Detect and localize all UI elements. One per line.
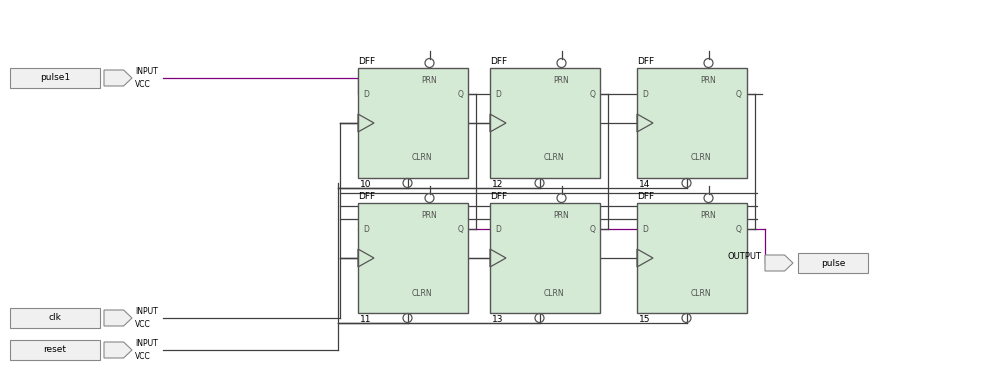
Polygon shape (765, 255, 793, 271)
Bar (10, 340, 100, 360)
Text: PRN: PRN (701, 211, 716, 220)
Text: INPUT: INPUT (135, 339, 158, 348)
Text: PRN: PRN (422, 76, 437, 85)
Text: Q: Q (589, 225, 595, 234)
Text: CLRN: CLRN (690, 153, 711, 163)
Text: VCC: VCC (135, 80, 151, 89)
Text: reset: reset (44, 346, 66, 354)
Text: D: D (495, 90, 501, 99)
Text: D: D (363, 90, 369, 99)
Text: CLRN: CLRN (411, 289, 432, 297)
Text: INPUT: INPUT (135, 67, 158, 76)
Text: 12: 12 (492, 180, 503, 189)
Bar (490, 68, 600, 178)
Text: PRN: PRN (422, 211, 437, 220)
Text: Q: Q (457, 225, 463, 234)
Text: pulse1: pulse1 (40, 74, 70, 82)
Text: CLRN: CLRN (543, 289, 564, 297)
Text: D: D (642, 225, 648, 234)
Polygon shape (104, 70, 132, 86)
Bar (490, 203, 600, 313)
Text: Q: Q (736, 90, 742, 99)
Text: PRN: PRN (554, 211, 569, 220)
Text: D: D (363, 225, 369, 234)
Text: 13: 13 (492, 315, 504, 324)
Text: 11: 11 (360, 315, 372, 324)
Text: PRN: PRN (701, 76, 716, 85)
Bar (10, 68, 100, 88)
Text: VCC: VCC (135, 352, 151, 361)
Text: CLRN: CLRN (690, 289, 711, 297)
Text: DFF: DFF (358, 57, 375, 66)
Text: PRN: PRN (554, 76, 569, 85)
Text: clk: clk (49, 314, 61, 322)
Text: OUTPUT: OUTPUT (728, 252, 762, 261)
Text: 15: 15 (639, 315, 650, 324)
Bar (10, 308, 100, 328)
Text: DFF: DFF (490, 57, 507, 66)
Text: VCC: VCC (135, 320, 151, 329)
Text: DFF: DFF (358, 192, 375, 201)
Text: CLRN: CLRN (411, 153, 432, 163)
Text: pulse: pulse (821, 258, 845, 268)
Text: 14: 14 (639, 180, 650, 189)
Polygon shape (104, 342, 132, 358)
Bar (358, 203, 468, 313)
Text: DFF: DFF (637, 57, 654, 66)
Bar (637, 203, 747, 313)
Bar (637, 68, 747, 178)
Text: Q: Q (457, 90, 463, 99)
Polygon shape (104, 310, 132, 326)
Text: INPUT: INPUT (135, 307, 158, 316)
Text: 10: 10 (360, 180, 372, 189)
Text: Q: Q (736, 225, 742, 234)
Text: Q: Q (589, 90, 595, 99)
Bar (798, 253, 868, 273)
Text: DFF: DFF (637, 192, 654, 201)
Text: CLRN: CLRN (543, 153, 564, 163)
Text: D: D (642, 90, 648, 99)
Bar (358, 68, 468, 178)
Text: DFF: DFF (490, 192, 507, 201)
Text: D: D (495, 225, 501, 234)
